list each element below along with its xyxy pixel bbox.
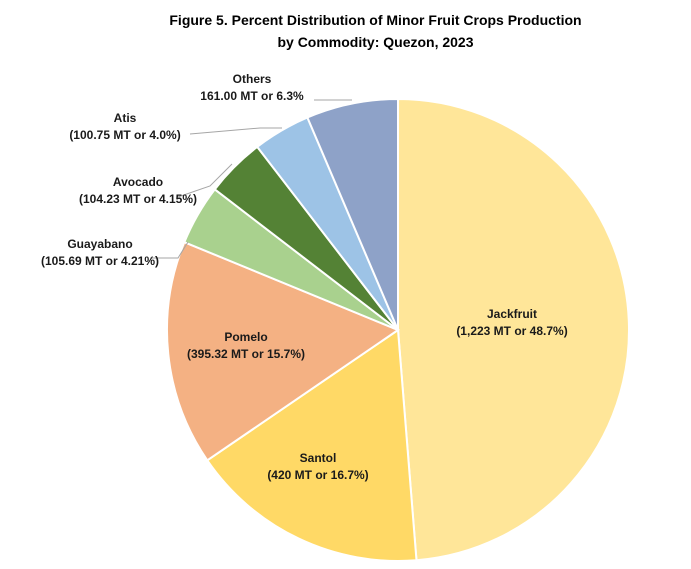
pie-slice-pomelo	[166, 240, 401, 462]
slice-label-guayabano: Guayabano	[67, 237, 132, 251]
slice-label-atis: Atis	[114, 111, 137, 125]
slice-value-label-avocado: (104.23 MT or 4.15%)	[79, 192, 197, 206]
leader-line-guayabano	[150, 241, 189, 259]
slice-value-label-atis: (100.75 MT or 4.0%)	[69, 128, 180, 142]
slice-label-jackfruit: Jackfruit	[487, 307, 537, 321]
slice-value-label-guayabano: (105.69 MT or 4.21%)	[41, 254, 159, 268]
pie-slice-jackfruit	[397, 97, 630, 562]
slice-value-label-santol: (420 MT or 16.7%)	[267, 468, 368, 482]
slice-label-pomelo: Pomelo	[224, 330, 267, 344]
leader-line-avocado	[177, 163, 233, 198]
pie-slice-others	[306, 97, 399, 331]
slice-label-others: Others	[233, 72, 272, 86]
slice-label-avocado: Avocado	[113, 175, 163, 189]
slice-value-label-jackfruit: (1,223 MT or 48.7%)	[456, 324, 567, 338]
slice-value-label-pomelo: (395.32 MT or 15.7%)	[187, 347, 305, 361]
chart-title-line-2: by Commodity: Quezon, 2023	[277, 34, 474, 50]
leader-line-atis	[189, 127, 282, 135]
slice-value-label-others: 161.00 MT or 6.3%	[200, 89, 304, 103]
chart-title-line-1: Figure 5. Percent Distribution of Minor …	[169, 12, 582, 28]
slice-label-santol: Santol	[300, 451, 337, 465]
pie-slice-santol	[205, 328, 418, 562]
